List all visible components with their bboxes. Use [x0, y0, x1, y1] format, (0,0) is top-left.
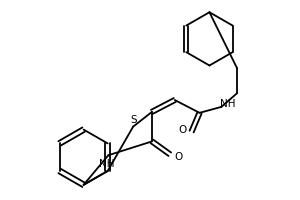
Text: O: O — [178, 125, 187, 135]
Text: S: S — [131, 115, 137, 125]
Text: NH: NH — [220, 99, 235, 109]
Text: NH: NH — [99, 159, 114, 169]
Text: O: O — [175, 152, 183, 162]
